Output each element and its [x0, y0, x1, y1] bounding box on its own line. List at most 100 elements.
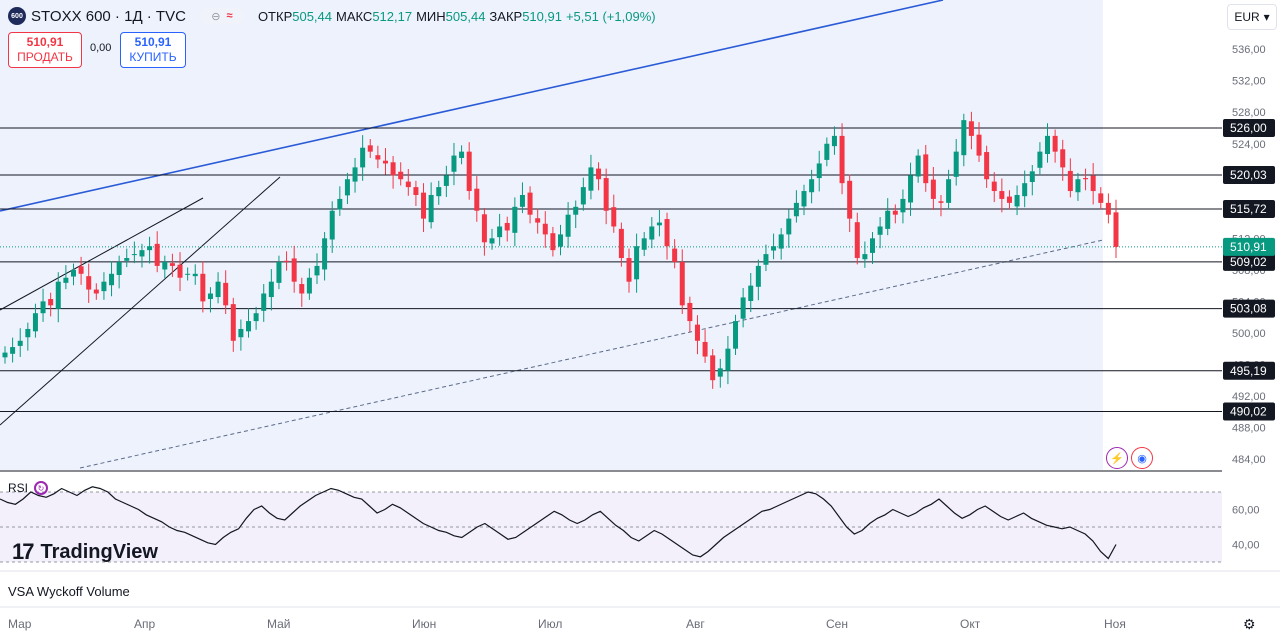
candle-body — [816, 163, 822, 179]
candle-body — [451, 155, 457, 172]
candle-body — [382, 160, 388, 164]
candle-body — [611, 207, 617, 227]
currency-select[interactable]: EUR ▾ — [1227, 4, 1277, 30]
candle-body — [938, 201, 944, 203]
buy-button[interactable]: 510,91 КУПИТЬ — [120, 32, 186, 68]
candle-body — [70, 269, 76, 277]
open-value: 505,44 — [292, 8, 332, 24]
candle-body — [154, 243, 160, 266]
low-label: МИН — [416, 8, 446, 24]
candle-body — [337, 198, 343, 210]
candle-body — [192, 273, 198, 277]
level-label-bg — [1223, 119, 1275, 137]
candle-body — [596, 168, 602, 180]
candle-body — [763, 254, 769, 265]
candle-body — [748, 285, 754, 301]
candle-body — [200, 273, 206, 302]
time-axis-label: Сен — [826, 617, 848, 631]
price-tick-label: 488,00 — [1232, 422, 1266, 434]
buy-price: 510,91 — [134, 35, 172, 49]
rsi-label: RSI — [8, 481, 29, 495]
price-tick-label: 484,00 — [1232, 454, 1266, 466]
candle-body — [466, 151, 472, 192]
candle-body — [626, 258, 632, 282]
sell-button[interactable]: 510,91 ПРОДАТЬ — [8, 32, 82, 68]
candle-body — [565, 214, 571, 237]
candle-body — [185, 273, 191, 275]
candle-body — [839, 135, 845, 184]
candle-body — [497, 226, 503, 238]
close-value: 510,91 — [522, 8, 562, 24]
globe-icon[interactable]: ◉ — [1131, 447, 1153, 469]
price-tick-label: 532,00 — [1232, 76, 1266, 88]
level-label: 526,00 — [1230, 121, 1267, 135]
change-value: +5,51 (+1,09%) — [565, 8, 656, 24]
candle-body — [360, 147, 366, 168]
candle-body — [618, 228, 624, 259]
candle-body — [223, 282, 229, 306]
candle-body — [892, 210, 898, 215]
candle-body — [550, 233, 556, 251]
minus-icon[interactable]: ⊖ — [211, 10, 221, 23]
symbol-logo: 600 — [8, 7, 26, 25]
candle-body — [162, 261, 168, 270]
candle-body — [603, 178, 609, 211]
high-label: МАКС — [336, 8, 373, 24]
candle-body — [847, 180, 853, 219]
candle-body — [238, 328, 244, 338]
candle-body — [877, 226, 883, 235]
candle-body — [771, 246, 777, 251]
chart-header: 600 STOXX 600 · 1Д · TVC ⊖ ≈ ОТКР 505,44… — [8, 6, 660, 26]
candle-body — [10, 347, 16, 354]
candle-body — [284, 260, 290, 262]
level-label: 515,72 — [1230, 202, 1267, 216]
candle-body — [246, 321, 252, 332]
candle-body — [25, 328, 31, 338]
candle-body — [831, 135, 837, 147]
candle-body — [109, 273, 115, 286]
candle-body — [588, 167, 594, 191]
candle-body — [169, 263, 175, 266]
compare-pill[interactable]: ⊖ ≈ — [199, 8, 244, 24]
last-price-label-bg — [1223, 237, 1275, 256]
lightning-icon[interactable]: ⚡ — [1106, 447, 1128, 469]
candle-body — [261, 293, 267, 311]
candle-body — [443, 175, 449, 186]
candle-body — [1045, 135, 1051, 155]
candle-body — [268, 281, 274, 298]
candle-body — [527, 192, 533, 215]
refresh-icon[interactable]: ↻ — [34, 481, 49, 495]
candle-body — [101, 281, 107, 292]
spread-value: 0,00 — [90, 42, 112, 54]
candle-body — [375, 155, 381, 160]
candle-body — [694, 324, 700, 341]
candle-body — [124, 258, 130, 261]
settings-gear-icon[interactable]: ⚙ — [1243, 616, 1256, 632]
wave-icon[interactable]: ≈ — [226, 10, 233, 22]
rsi-band — [0, 492, 1222, 562]
time-axis-label: Апр — [134, 617, 156, 631]
candle-body — [177, 264, 183, 278]
candle-body — [953, 151, 959, 177]
candle-body — [55, 281, 61, 309]
symbol-title[interactable]: STOXX 600 · 1Д · TVC — [31, 7, 186, 25]
vsa-indicator-label[interactable]: VSA Wyckoff Volume — [8, 584, 130, 599]
candle-body — [139, 250, 145, 257]
candle-body — [405, 181, 411, 188]
candle-body — [573, 206, 579, 215]
candle-body — [1060, 149, 1066, 168]
candle-body — [786, 218, 792, 235]
candle-body — [1022, 183, 1028, 197]
candle-body — [1006, 196, 1012, 203]
candle-body — [809, 179, 815, 193]
candle-body — [968, 121, 974, 136]
candle-body — [755, 265, 761, 287]
time-axis-label: Июн — [412, 617, 436, 631]
candle-body — [367, 145, 373, 152]
candle-body — [1105, 202, 1111, 215]
upper-trend-line — [0, 0, 944, 212]
candle-body — [1037, 151, 1043, 168]
candle-body — [915, 155, 921, 177]
candle-body — [1067, 170, 1073, 192]
